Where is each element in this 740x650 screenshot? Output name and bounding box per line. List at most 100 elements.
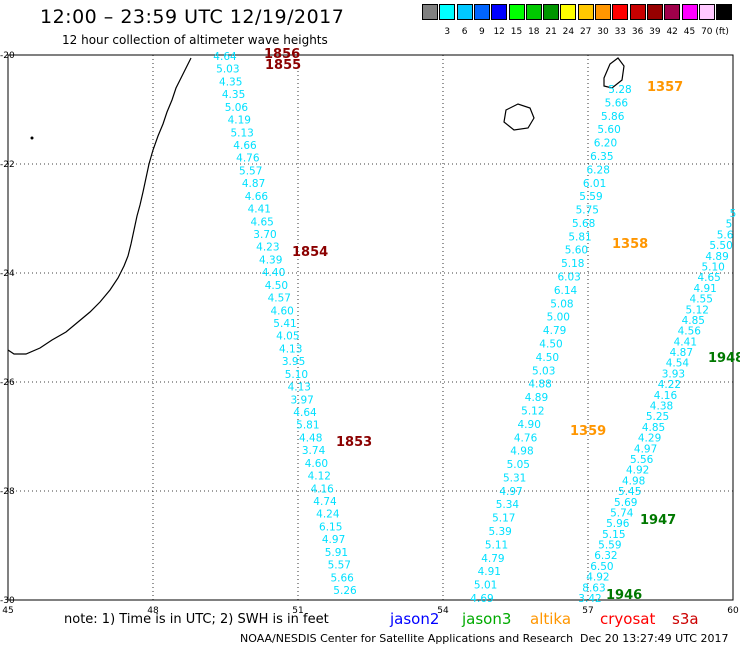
satellite-label-cryosat: cryosat xyxy=(600,610,656,628)
legend-swatch xyxy=(422,4,438,20)
wave-height-value: 4.05 xyxy=(276,331,299,343)
pass-time-label: 1357 xyxy=(647,80,683,95)
wave-height-value: 5.56 xyxy=(630,454,654,466)
satellite-label-jason3: jason3 xyxy=(462,610,512,628)
wave-height-value: 5.6 xyxy=(717,229,734,241)
legend-label: 24 xyxy=(562,27,575,37)
lat-tick-label: -24 xyxy=(0,269,15,279)
pass-time-label: 1359 xyxy=(570,424,606,439)
wave-height-value: 4.66 xyxy=(233,140,257,152)
lat-tick-label: -22 xyxy=(0,160,15,170)
wave-height-value: 5.60 xyxy=(565,245,588,257)
lon-tick-label: 54 xyxy=(437,606,449,616)
footer-note: note: 1) Time is in UTC; 2) SWH is in fe… xyxy=(64,612,329,627)
wave-height-value: 4.97 xyxy=(634,443,657,455)
wave-height-value: 4.85 xyxy=(682,315,705,327)
wave-height-value: 5.69 xyxy=(614,497,637,509)
wave-height-value: 4.98 xyxy=(510,446,533,458)
wave-height-value: 6.20 xyxy=(594,138,617,150)
wave-height-value: 4.79 xyxy=(543,325,566,337)
legend-swatch xyxy=(595,4,611,20)
wave-height-value: 5.68 xyxy=(572,218,595,230)
wave-height-value: 5.66 xyxy=(605,97,629,109)
wave-height-value: 4.76 xyxy=(514,432,538,444)
wave-height-value: 4.41 xyxy=(674,336,697,348)
wave-height-value: 5.10 xyxy=(701,261,724,273)
legend-label: 6 xyxy=(461,27,468,37)
wave-height-value: 4.38 xyxy=(650,401,673,413)
wave-height-value: 4.79 xyxy=(481,553,504,565)
lat-tick-label: -28 xyxy=(0,487,15,497)
wave-height-value: 4.87 xyxy=(242,178,265,190)
pass-time-label: 1947 xyxy=(640,513,676,528)
wave-height-value: 6.01 xyxy=(583,178,606,190)
wave-height-value: 4.74 xyxy=(313,496,337,508)
wave-height-value: 4.50 xyxy=(536,352,559,364)
axis-ticks: 45 48 51 54 57 60 -20 -22 -24 -26 -28 -30 xyxy=(0,51,739,616)
legend-label: 12 xyxy=(493,27,505,37)
legend-label: 9 xyxy=(479,27,485,37)
pass-time-label: 1853 xyxy=(336,435,372,450)
wave-height-value: 4.89 xyxy=(525,392,548,404)
wave-height-value: 5.57 xyxy=(239,165,262,177)
wave-height-value: 5.59 xyxy=(579,191,602,203)
wave-height-value: 5.41 xyxy=(273,318,296,330)
legend-swatch xyxy=(525,4,542,20)
lon-tick-label: 60 xyxy=(727,606,739,616)
wave-height-value: 4.64 xyxy=(213,51,237,63)
wave-height-value: 3.93 xyxy=(662,368,685,380)
wave-height-value: 4.85 xyxy=(642,422,665,434)
lat-tick-label: -26 xyxy=(0,378,15,388)
wave-height-value: 5.57 xyxy=(328,560,351,572)
wave-height-value: 3.70 xyxy=(253,229,276,241)
wave-height-value: 5.08 xyxy=(550,298,573,310)
wave-height-value: 5.28 xyxy=(608,84,631,96)
wave-height-value: 5.11 xyxy=(485,539,508,551)
wave-height-value: 3.97 xyxy=(290,394,313,406)
wave-height-value: 4.35 xyxy=(219,76,242,88)
wave-height-value: 5.34 xyxy=(496,499,520,511)
legend-swatch xyxy=(439,4,456,20)
wave-height-value: 5.75 xyxy=(576,205,599,217)
wave-height-value: 5.59 xyxy=(598,540,621,552)
legend-label: 18 xyxy=(528,27,540,37)
wave-height-value: 6.32 xyxy=(594,550,617,562)
legend-swatch xyxy=(646,4,663,20)
wave-height-value: 5 xyxy=(726,219,733,231)
wave-height-value: 4.88 xyxy=(528,379,551,391)
wave-height-value: 4.50 xyxy=(539,339,562,351)
wave-height-value: 3.74 xyxy=(302,445,326,457)
wave-height-value: 5 xyxy=(730,208,737,220)
wave-height-value: 5.01 xyxy=(474,580,497,592)
wave-height-value: 5.39 xyxy=(488,526,511,538)
wave-height-value: 5.10 xyxy=(285,369,308,381)
legend-label: 33 xyxy=(614,27,627,37)
legend-label: 27 xyxy=(579,27,592,37)
wave-height-value: 8.63 xyxy=(582,582,605,594)
wave-height-value: 4.97 xyxy=(322,534,345,546)
wave-height-value: 4.92 xyxy=(626,465,649,477)
map-frame xyxy=(7,54,734,601)
wave-height-value: 4.39 xyxy=(259,254,282,266)
satellite-label-altika: altika xyxy=(530,610,572,628)
wave-height-value: 5.17 xyxy=(492,513,515,525)
wave-height-value: 5.25 xyxy=(646,411,669,423)
wave-height-value: 4.54 xyxy=(666,358,690,370)
wave-height-value: 5.60 xyxy=(597,124,620,136)
page-title: 12:00 – 23:59 UTC 12/19/2017 xyxy=(40,6,345,28)
legend-label: 15 xyxy=(510,27,523,37)
reunion-island xyxy=(503,103,535,131)
legend-swatch xyxy=(577,4,594,20)
wave-height-value: 4.40 xyxy=(262,267,285,279)
wave-height-value: 4.64 xyxy=(293,407,317,419)
wave-height-value: 4.23 xyxy=(256,242,279,254)
mauritius-island xyxy=(603,57,625,89)
altimeter-tracks: 4.645.034.354.355.064.195.134.664.765.57… xyxy=(213,51,736,605)
wave-height-value: 6.28 xyxy=(587,164,610,176)
legend-swatch xyxy=(716,4,733,20)
wave-height-value: 4.57 xyxy=(268,293,291,305)
legend-label: 39 xyxy=(649,27,661,37)
legend-swatch xyxy=(698,4,715,20)
wave-height-value: 4.24 xyxy=(316,509,340,521)
